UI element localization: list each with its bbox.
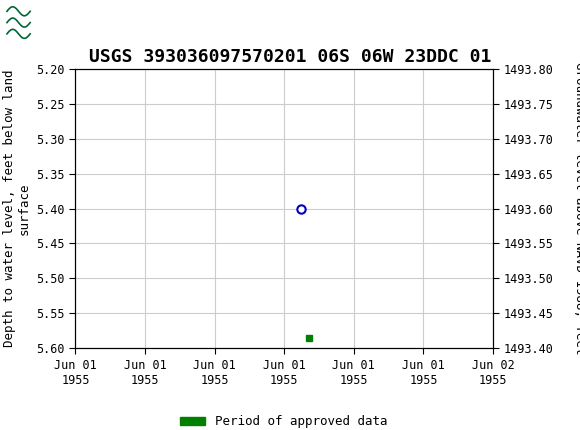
FancyBboxPatch shape [6, 3, 58, 42]
Text: USGS 393036097570201 06S 06W 23DDC 01: USGS 393036097570201 06S 06W 23DDC 01 [89, 48, 491, 66]
Y-axis label: Depth to water level, feet below land
surface: Depth to water level, feet below land su… [3, 70, 31, 347]
Text: USGS: USGS [67, 11, 144, 34]
Legend: Period of approved data: Period of approved data [176, 411, 393, 430]
Y-axis label: Groundwater level above NAVD 1988, feet: Groundwater level above NAVD 1988, feet [572, 62, 580, 355]
